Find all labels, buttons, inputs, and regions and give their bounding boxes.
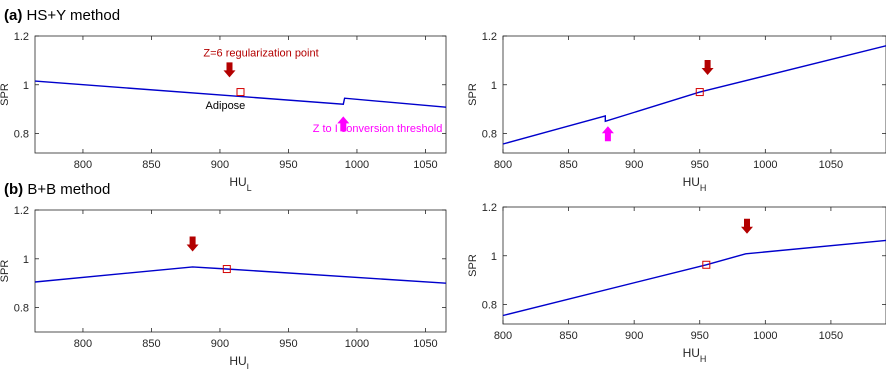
y-tick-label: 1.2 [14,31,29,43]
y-tick-label: 0.8 [14,303,29,315]
x-tick-label: 1050 [819,330,843,342]
y-tick-label: 0.8 [482,129,497,141]
chart-b-right: 800 850 900 950 1000 1050 0.8 1 1.2 SPR HUH [467,202,886,364]
y-tick-label: 1 [491,251,497,263]
chart-a-right: 800 850 900 950 1000 1050 0.8 1 1.2 SPR HUH [467,31,886,193]
arrow-down-icon [701,60,714,75]
annotation: Z=6 regularization point [203,48,318,60]
annotation: Adipose [206,100,246,112]
panel-a-tag: (a) [4,7,23,24]
x-tick-label: 950 [279,338,297,350]
x-tick-label: 800 [494,159,512,171]
series-line [502,239,886,317]
x-tick-label: 1000 [753,330,777,342]
y-tick-label: 1.2 [482,202,497,214]
x-axis-label: HUH [683,175,707,193]
x-tick-label: 800 [74,159,92,171]
data-marker [695,88,704,97]
chart-a-left: 800 850 900 950 1000 1050 0.8 1 1.2 SPR HUL Z=6 reg… [0,31,447,193]
y-axis-label: SPR [0,83,11,106]
x-tick-label: 850 [142,338,160,350]
x-tick-label: 900 [211,159,229,171]
panel-b-tag: (b) [4,181,24,198]
x-tick-label: 1050 [413,159,437,171]
data-marker [222,265,231,274]
x-tick-label: 850 [142,159,160,171]
y-axis-label: SPR [0,260,11,283]
y-tick-label: 1 [23,254,29,266]
arrow-down-icon [186,236,199,252]
y-tick-label: 1.2 [482,31,497,43]
panel-b-title: (b) B+B method [4,181,110,198]
panel-a-method: HS+Y method [26,7,121,24]
plot-frame [502,35,886,154]
x-tick-label: 1000 [345,159,369,171]
panel-a-title: (a) HS+Y method [4,7,120,24]
series-line [502,45,886,145]
x-tick-label: 850 [559,330,577,342]
y-tick-label: 0.8 [482,300,497,312]
chart-b-left: 800 850 900 950 1000 1050 0.8 1 1.2 SPR HUL [0,205,447,369]
x-tick-label: 1050 [413,338,437,350]
y-tick-label: 1 [23,80,29,92]
x-tick-label: 800 [494,330,512,342]
x-axis-label: HUH [683,346,707,364]
data-marker [236,88,245,97]
x-tick-label: 900 [211,338,229,350]
y-tick-label: 0.8 [14,129,29,141]
x-axis-label: HUL [229,354,251,369]
plot-frame [502,206,886,325]
panel-b-method: B+B method [27,181,111,198]
series-line [34,266,447,284]
arrow-down-icon [741,218,753,234]
x-tick-label: 900 [625,330,643,342]
plot-frame [34,35,447,154]
x-tick-label: 950 [279,159,297,171]
x-tick-label: 1000 [753,159,777,171]
y-tick-label: 1 [491,80,497,92]
x-tick-label: 950 [691,330,709,342]
arrow-up-icon [337,116,350,132]
x-tick-label: 950 [691,159,709,171]
x-tick-label: 850 [559,159,577,171]
arrow-up-icon [601,126,614,142]
x-tick-label: 800 [74,338,92,350]
data-marker [702,260,711,269]
y-axis-label: SPR [467,83,479,106]
y-axis-label: SPR [467,254,479,277]
arrow-down-icon [223,62,236,78]
x-axis-label: HUL [229,175,251,193]
annotation: Z to I conversion threshold [313,123,443,135]
x-tick-label: 1050 [819,159,843,171]
x-tick-label: 900 [625,159,643,171]
y-tick-label: 1.2 [14,205,29,217]
x-tick-label: 1000 [345,338,369,350]
series-line [34,80,447,108]
plot-frame [34,209,447,333]
